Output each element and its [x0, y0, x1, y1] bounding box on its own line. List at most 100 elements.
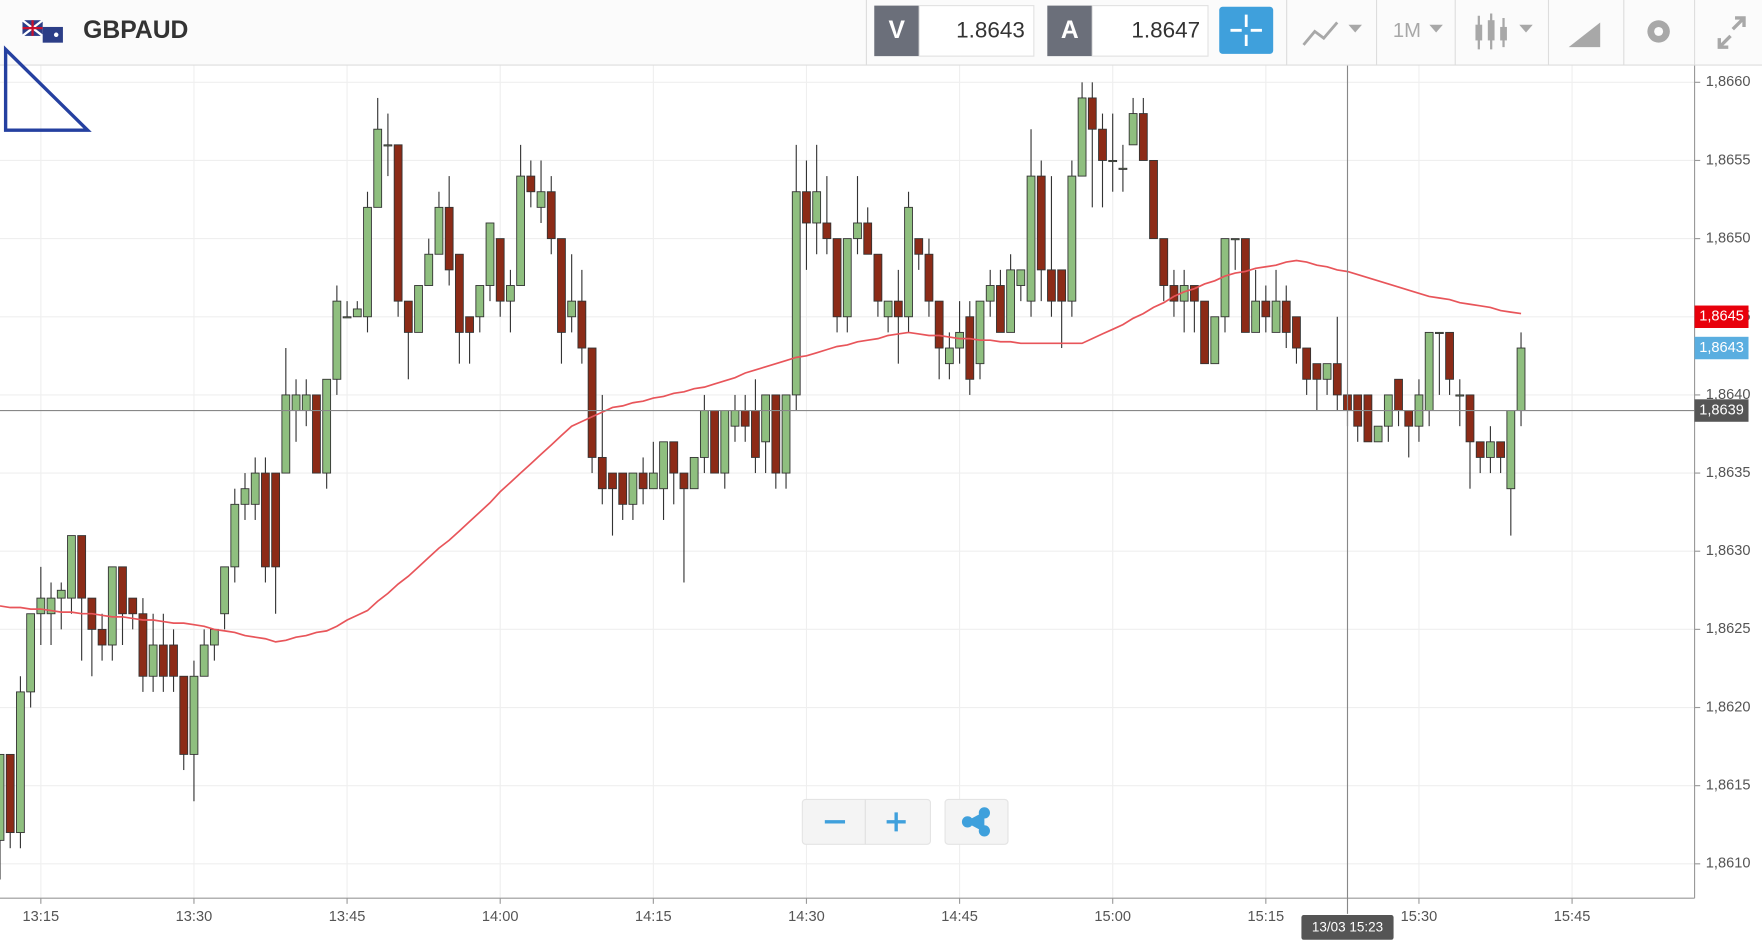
candle-body [934, 300, 944, 349]
candle-body [220, 566, 229, 615]
candle-body [730, 410, 740, 427]
candle-body [1169, 285, 1179, 302]
candle-body [250, 472, 260, 505]
candle-body [1006, 269, 1016, 333]
candle-body [1241, 238, 1250, 333]
moving-average [0, 259, 1522, 643]
candle-body [1118, 167, 1128, 170]
candle-body [761, 394, 771, 443]
candle-body [893, 300, 903, 318]
candle-body [26, 613, 36, 693]
candle-body [1312, 363, 1322, 380]
candle-body [148, 644, 158, 677]
candle-body [720, 410, 730, 474]
candle-body [97, 628, 107, 646]
candle-body [996, 285, 1005, 333]
crosshair-price-tag [1694, 399, 1749, 422]
y-tick-label: 1,8635 [1706, 465, 1751, 481]
candle-body [1292, 316, 1301, 349]
candle-body [975, 300, 985, 365]
candle-body [985, 285, 995, 302]
timeframe[interactable]: 1M [1393, 20, 1421, 42]
candle-body [56, 589, 66, 599]
candle-body [587, 347, 597, 458]
y-tick-label: 1,8650 [1706, 230, 1751, 246]
candle-body [516, 175, 526, 286]
toolbar-separators [865, 0, 1696, 66]
candle-body [1465, 394, 1475, 443]
crosshair-price-label: 1,8639 [1699, 402, 1744, 418]
candle-body [1087, 97, 1097, 130]
candle-body [322, 378, 332, 474]
candle-body [1210, 316, 1220, 365]
x-tick-label: 15:45 [1554, 909, 1591, 925]
candle-body [802, 191, 811, 224]
y-tick-label: 1,8610 [1706, 856, 1751, 872]
candle-body [189, 675, 199, 755]
candle-body [1251, 300, 1261, 333]
candle-body [863, 222, 873, 255]
x-tick-label: 15:15 [1248, 909, 1285, 925]
candle-body [699, 410, 709, 458]
candle-body [1404, 410, 1414, 427]
candle-body [1332, 363, 1342, 396]
y-tick-label: 1,8640 [1706, 387, 1751, 403]
candle-body [526, 175, 536, 193]
y-tick-label: 1,8625 [1706, 621, 1751, 637]
candle-body [77, 535, 87, 599]
candle-body [628, 472, 638, 505]
candle-body [465, 316, 474, 333]
candle-body [1271, 300, 1281, 333]
candle-body [1475, 441, 1485, 458]
candle-body [230, 503, 240, 568]
candle-body [1128, 113, 1138, 146]
candle-body [873, 253, 883, 302]
y-tick-label: 1,8620 [1706, 699, 1751, 715]
candle-body [261, 472, 270, 568]
candle-body [1189, 285, 1199, 302]
zoom-in[interactable] [886, 812, 906, 832]
candle-body [853, 222, 862, 240]
candle-body [107, 566, 117, 646]
zoom-controls [801, 798, 932, 845]
candle-body [1108, 160, 1118, 163]
y-tick-label: 1,8630 [1706, 543, 1751, 559]
sell-button[interactable] [874, 5, 920, 57]
candle-body [1230, 238, 1240, 241]
candle-body [710, 410, 719, 474]
candle-body [179, 675, 189, 755]
crosshair-button[interactable] [1219, 6, 1274, 54]
candle-body [1506, 410, 1516, 490]
buy-label: A [1061, 17, 1079, 44]
candle-body [669, 441, 679, 474]
candle-body [1200, 300, 1209, 365]
plot-area: 1,8610 1,8615 1,8620 1,8625 1,8630 1,8635 1,86… [0, 65, 1750, 940]
toolbar-icons[interactable] [1302, 13, 1746, 50]
candle-body [506, 285, 515, 302]
sell-price: 1.8643 [956, 17, 1025, 42]
candle-body [648, 472, 658, 490]
candle-body [679, 472, 689, 490]
candle-body [281, 394, 291, 474]
candle-body [1373, 425, 1383, 443]
candle-body [1516, 347, 1526, 411]
candle-body [924, 253, 934, 302]
candle-body [914, 238, 924, 255]
candle-body [812, 191, 822, 224]
candle-body [1067, 175, 1077, 302]
candle-body [1077, 97, 1087, 177]
x-tick-label: 15:00 [1094, 909, 1131, 925]
candle-body [1149, 160, 1158, 240]
candle-body [352, 308, 362, 318]
x-tick-label: 14:00 [482, 909, 519, 925]
candle-body [1455, 394, 1465, 397]
candle-body [414, 285, 423, 333]
candle-body [608, 472, 617, 490]
candle-body [475, 285, 485, 318]
buy-button[interactable] [1047, 5, 1093, 57]
x-tick-label: 14:45 [941, 909, 978, 925]
candle-body [965, 316, 975, 380]
candle-body [403, 300, 413, 333]
price-label: 1,8643 [1699, 340, 1744, 356]
